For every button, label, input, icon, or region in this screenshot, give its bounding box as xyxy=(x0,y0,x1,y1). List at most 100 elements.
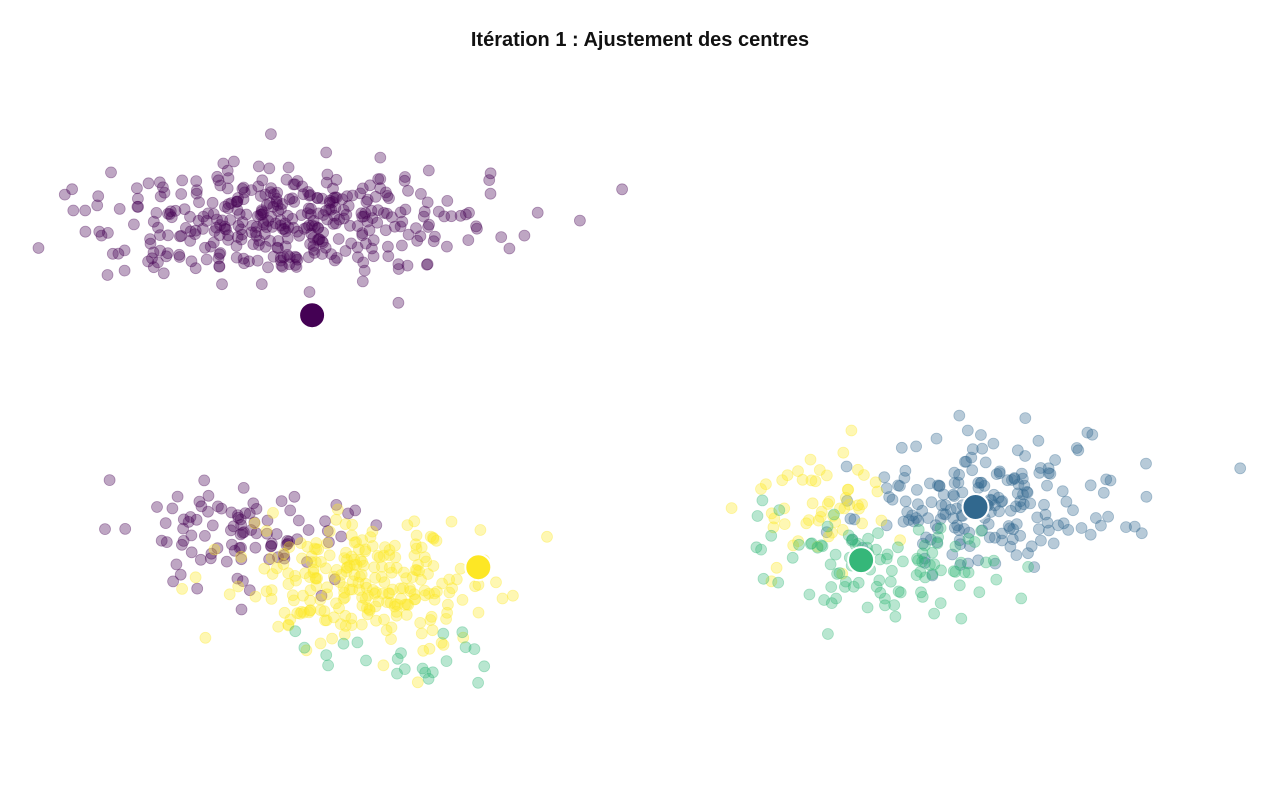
data-point xyxy=(414,617,427,629)
data-point xyxy=(478,660,491,673)
data-point xyxy=(428,593,441,606)
data-point xyxy=(518,229,531,242)
data-point xyxy=(381,189,394,202)
data-point xyxy=(320,614,333,627)
data-point xyxy=(401,598,413,611)
data-point xyxy=(165,211,178,224)
data-point xyxy=(410,222,422,235)
data-point xyxy=(346,518,359,531)
data-point xyxy=(848,513,861,526)
data-point xyxy=(222,229,235,242)
data-point xyxy=(1014,529,1027,542)
data-point xyxy=(430,585,443,598)
data-point xyxy=(792,465,804,478)
data-point xyxy=(363,603,376,616)
data-point xyxy=(258,228,271,240)
data-point xyxy=(910,440,922,453)
data-point xyxy=(383,587,396,600)
data-point xyxy=(760,478,772,491)
data-point xyxy=(193,196,205,209)
data-point xyxy=(225,197,238,210)
data-point xyxy=(813,464,826,476)
data-point xyxy=(333,576,346,588)
data-point xyxy=(954,559,967,571)
data-point xyxy=(948,477,961,490)
data-point xyxy=(335,530,348,543)
data-point xyxy=(418,551,431,564)
data-point xyxy=(906,509,919,522)
data-point xyxy=(443,573,456,586)
data-point xyxy=(837,446,850,459)
data-point xyxy=(1056,485,1069,498)
data-point xyxy=(274,214,287,226)
data-point xyxy=(827,510,839,522)
data-point xyxy=(965,451,978,464)
data-point xyxy=(360,581,373,594)
data-point xyxy=(989,499,1001,512)
data-point xyxy=(437,627,450,640)
data-point xyxy=(823,495,836,508)
data-point xyxy=(450,573,463,586)
data-point xyxy=(422,672,435,685)
data-point xyxy=(197,210,210,223)
data-point xyxy=(202,505,214,518)
data-point xyxy=(305,550,318,563)
data-point xyxy=(1006,533,1019,546)
data-point xyxy=(256,205,268,218)
data-point xyxy=(272,205,285,218)
data-point xyxy=(768,512,781,525)
data-point xyxy=(255,278,268,291)
data-point xyxy=(287,594,300,607)
data-point xyxy=(184,225,197,238)
data-point xyxy=(289,259,302,271)
data-point xyxy=(228,544,241,557)
data-point xyxy=(366,212,379,225)
data-point xyxy=(1008,472,1021,485)
data-point xyxy=(422,221,435,233)
data-point xyxy=(895,441,908,454)
data-point xyxy=(421,196,434,209)
data-point xyxy=(996,495,1009,507)
data-point xyxy=(1090,512,1102,524)
data-point xyxy=(272,242,284,255)
data-point xyxy=(484,187,497,200)
data-point xyxy=(383,561,396,574)
data-point xyxy=(236,216,249,229)
data-point xyxy=(1002,520,1015,532)
data-point xyxy=(404,585,417,598)
data-point xyxy=(376,587,389,600)
data-point xyxy=(456,594,469,606)
data-point xyxy=(147,261,160,274)
data-point xyxy=(920,531,932,544)
data-point xyxy=(804,453,817,466)
data-point xyxy=(184,210,196,223)
data-point xyxy=(161,247,174,260)
data-point xyxy=(852,463,864,476)
data-point xyxy=(260,525,273,537)
data-point xyxy=(277,549,290,562)
data-point xyxy=(380,596,393,608)
data-point xyxy=(328,254,341,267)
data-point xyxy=(282,619,295,632)
data-point xyxy=(933,480,946,493)
data-point xyxy=(267,188,280,201)
data-point xyxy=(302,186,315,198)
data-point xyxy=(870,543,882,556)
data-point xyxy=(335,568,348,581)
data-point xyxy=(92,190,105,203)
data-point xyxy=(309,572,322,585)
data-point xyxy=(829,516,842,528)
data-point xyxy=(265,210,278,223)
data-point xyxy=(309,572,322,584)
data-point xyxy=(355,618,368,631)
data-point xyxy=(401,519,414,531)
data-point xyxy=(304,594,317,607)
data-point xyxy=(937,488,950,501)
data-point xyxy=(95,229,108,242)
data-point xyxy=(276,223,289,235)
data-point xyxy=(32,242,45,254)
data-point xyxy=(822,628,834,640)
data-point xyxy=(284,504,297,517)
data-point xyxy=(236,228,249,241)
data-point xyxy=(423,642,436,655)
